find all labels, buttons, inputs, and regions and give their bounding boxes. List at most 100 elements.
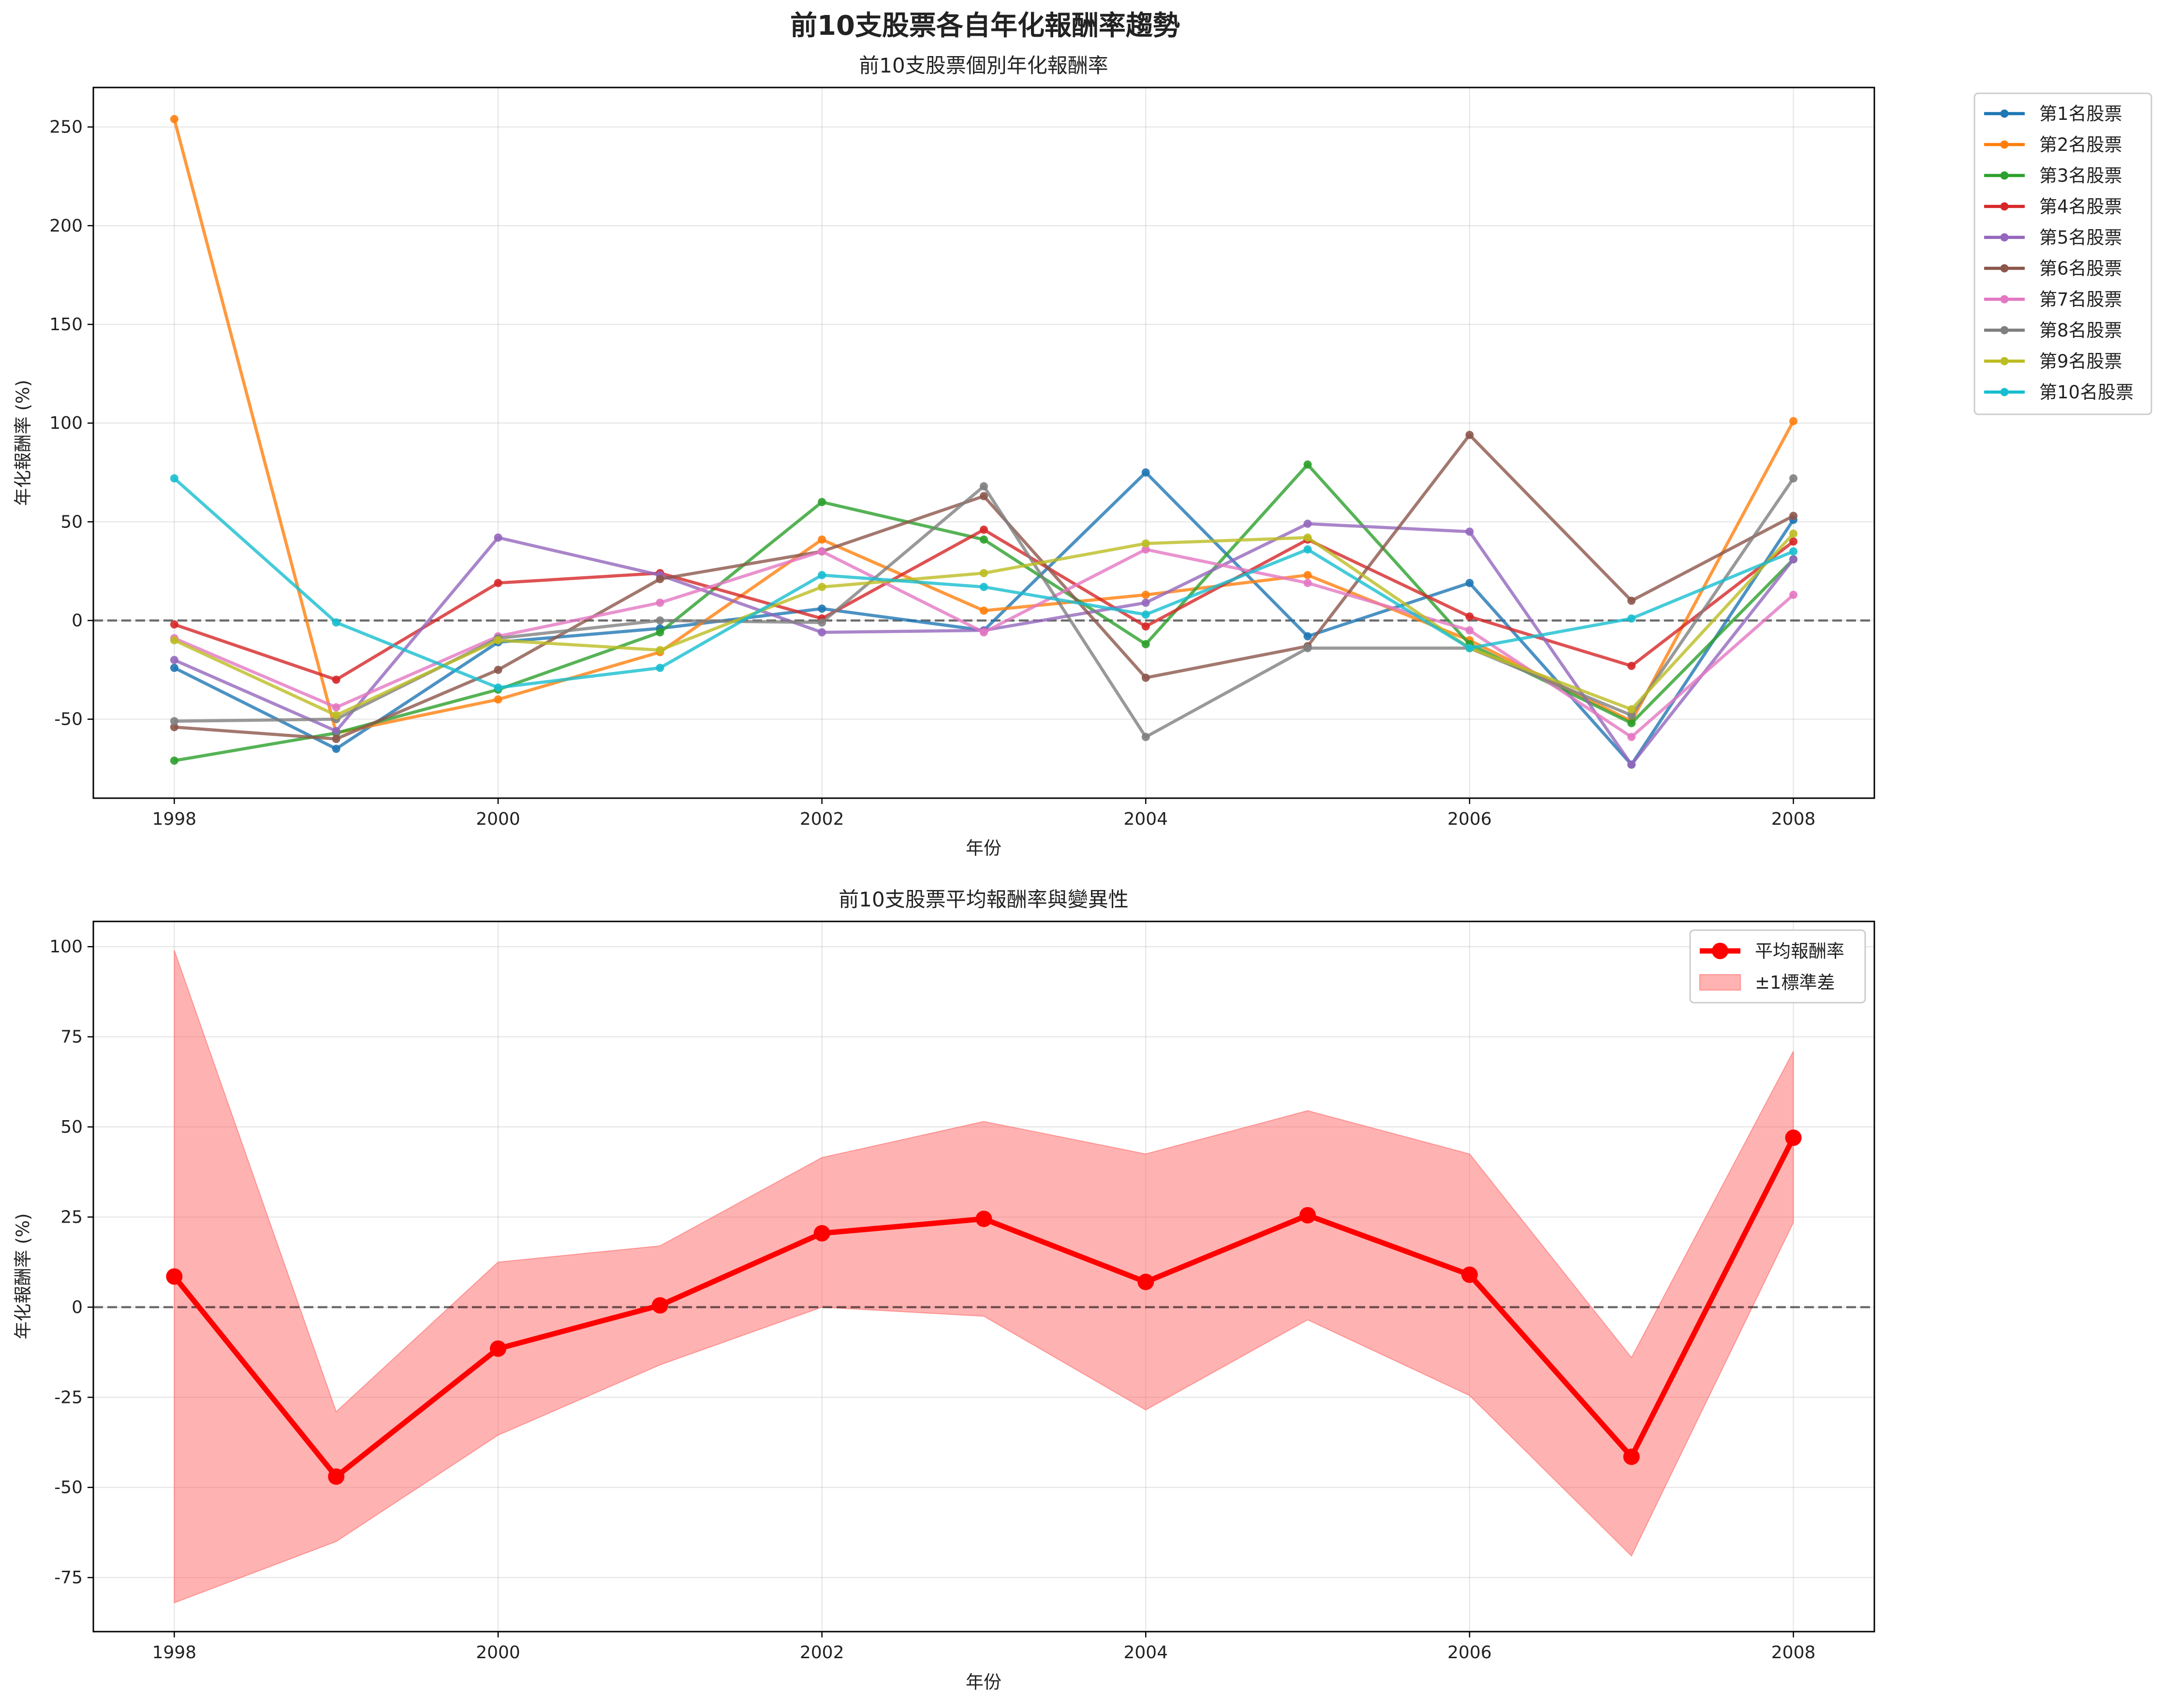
chart1-series-4-point xyxy=(332,675,340,684)
chart2-x-tick-label: 2004 xyxy=(1124,1643,1168,1663)
chart1-series-7-point xyxy=(332,703,340,712)
chart1-series-7-point xyxy=(656,599,664,607)
mean-variability-chart: 1998 2000 2002 2004 2006 2008 -75 -50 -25 0 25 50 75… xyxy=(13,888,1875,1693)
chart1-series-5-point xyxy=(332,727,340,735)
chart1-series-10-point xyxy=(170,474,178,482)
chart1-series-7-point xyxy=(818,547,826,556)
chart2-x-tick-label: 1998 xyxy=(152,1643,197,1663)
chart1-y-tick-label: -50 xyxy=(54,710,83,730)
chart1-y-tick-label: 150 xyxy=(49,315,83,335)
chart1-legend-label: 第10名股票 xyxy=(2039,382,2134,403)
chart1-series-8-point xyxy=(1303,644,1312,653)
chart1-series-1-point xyxy=(1303,632,1312,641)
chart1-series-5-point xyxy=(494,533,502,542)
chart2-x-tick-label: 2008 xyxy=(1771,1643,1816,1663)
chart1-legend-marker xyxy=(2000,202,2009,211)
chart1-series-3-point xyxy=(818,498,826,506)
chart1-series-5-point xyxy=(170,656,178,664)
chart1-series-line-9 xyxy=(174,532,1795,717)
chart1-legend-marker xyxy=(2000,295,2009,304)
chart1-series-5-point xyxy=(1465,527,1474,536)
chart2-legend: 平均報酬率 ±1標準差 xyxy=(1689,929,1866,1004)
chart2-series-1-point xyxy=(1299,1207,1316,1224)
chart1-legend-label: 第3名股票 xyxy=(2039,165,2122,186)
chart1-series-5-point xyxy=(1789,555,1798,564)
chart2-series-1-point xyxy=(975,1211,992,1227)
chart2-series-1-point xyxy=(166,1268,183,1285)
chart1-series-3-point xyxy=(1627,719,1636,728)
chart1-series-7-point xyxy=(1303,579,1312,587)
chart1-series-8-point xyxy=(818,618,826,627)
chart1-series-2-point xyxy=(170,115,178,123)
chart2-y-tick-label: 50 xyxy=(60,1117,83,1137)
chart1-series-3-point xyxy=(170,756,178,765)
chart1-legend-marker xyxy=(2000,233,2009,242)
chart1-series-1-point xyxy=(1465,579,1474,587)
chart1-series xyxy=(170,115,1798,769)
chart2-legend-label-band: ±1標準差 xyxy=(1755,972,1835,993)
chart2-legend-marker xyxy=(1712,943,1728,959)
chart1-series-10-point xyxy=(656,664,664,672)
chart1-series-6-point xyxy=(1141,673,1150,682)
chart1-plot-frame xyxy=(92,87,1875,799)
chart1-grid xyxy=(93,88,1874,798)
chart2-x-tick-label: 2002 xyxy=(800,1643,844,1663)
chart1-series-10-point xyxy=(1465,644,1474,653)
chart1-series-9-point xyxy=(1627,705,1636,714)
chart1-y-tick-label: 100 xyxy=(49,413,83,433)
chart1-series-9-point xyxy=(818,583,826,591)
chart1-series-4-point xyxy=(494,579,502,587)
chart2-title: 前10支股票平均報酬率與變異性 xyxy=(839,888,1128,911)
chart1-series-6-point xyxy=(1789,511,1798,520)
chart1-series-3-point xyxy=(980,535,988,544)
chart1-legend-label: 第7名股票 xyxy=(2039,289,2122,310)
chart1-series-2-point xyxy=(494,695,502,704)
chart1-series-8-point xyxy=(980,482,988,491)
chart1-series-8-point xyxy=(656,616,664,625)
chart2-legend-band-swatch xyxy=(1699,974,1741,991)
chart1-legend-label: 第9名股票 xyxy=(2039,351,2122,372)
chart2-y-tick-label: -50 xyxy=(54,1478,83,1498)
chart2-series-1-point xyxy=(1461,1266,1478,1283)
chart1-series-4-point xyxy=(170,620,178,629)
chart1-series-7-point xyxy=(980,628,988,637)
chart1-series-9-point xyxy=(332,711,340,719)
chart1-series-2-point xyxy=(980,606,988,615)
chart1-series-5-point xyxy=(818,628,826,637)
chart1-series-10-point xyxy=(1627,614,1636,623)
chart1-x-tick-label: 1998 xyxy=(152,809,197,829)
chart1-legend: 第1名股票第2名股票第3名股票第4名股票第5名股票第6名股票第7名股票第8名股票… xyxy=(1973,92,2152,415)
chart1-series-10-point xyxy=(1789,547,1798,556)
chart1-series-2-point xyxy=(1789,417,1798,425)
chart1-series-9-point xyxy=(1141,539,1150,548)
chart1-legend-label: 第8名股票 xyxy=(2039,320,2122,341)
chart1-legend-marker xyxy=(2000,388,2009,396)
chart1-xlabel: 年份 xyxy=(966,838,1001,859)
chart1-series-line-7 xyxy=(174,548,1795,739)
chart2-series-1-point xyxy=(1623,1448,1640,1465)
chart1-series-10-point xyxy=(1141,610,1150,619)
chart2-y-tick-label: 100 xyxy=(49,937,83,957)
chart2-xlabel: 年份 xyxy=(966,1672,1001,1693)
chart2-y-tick-label: 75 xyxy=(60,1027,83,1047)
chart1-series-6-point xyxy=(1465,431,1474,439)
chart2-x-tick-label: 2006 xyxy=(1447,1643,1492,1663)
chart1-x-tick-label: 2000 xyxy=(476,809,520,829)
chart1-legend-marker xyxy=(2000,264,2009,273)
chart1-y-tick-label: 250 xyxy=(49,117,83,137)
chart1-series-10-point xyxy=(818,571,826,580)
chart2-legend-label-mean: 平均報酬率 xyxy=(1755,941,1844,962)
chart1-series-7-point xyxy=(1789,590,1798,599)
chart1-series-7-point xyxy=(1465,626,1474,635)
chart1-series-2-point xyxy=(1141,590,1150,599)
chart1-title: 前10支股票個別年化報酬率 xyxy=(859,54,1108,77)
chart2-y-tick-label: 0 xyxy=(72,1298,83,1317)
chart2-series-1-point xyxy=(490,1340,507,1357)
chart2-band-layer xyxy=(174,950,1794,1604)
chart1-legend-label: 第1名股票 xyxy=(2039,103,2122,124)
chart1-series-8-point xyxy=(1141,732,1150,741)
chart2-std-band xyxy=(174,950,1794,1604)
chart1-series-3-point xyxy=(1141,640,1150,648)
chart1-series-4-point xyxy=(980,526,988,534)
chart2-y-tick-label: -25 xyxy=(54,1387,83,1407)
